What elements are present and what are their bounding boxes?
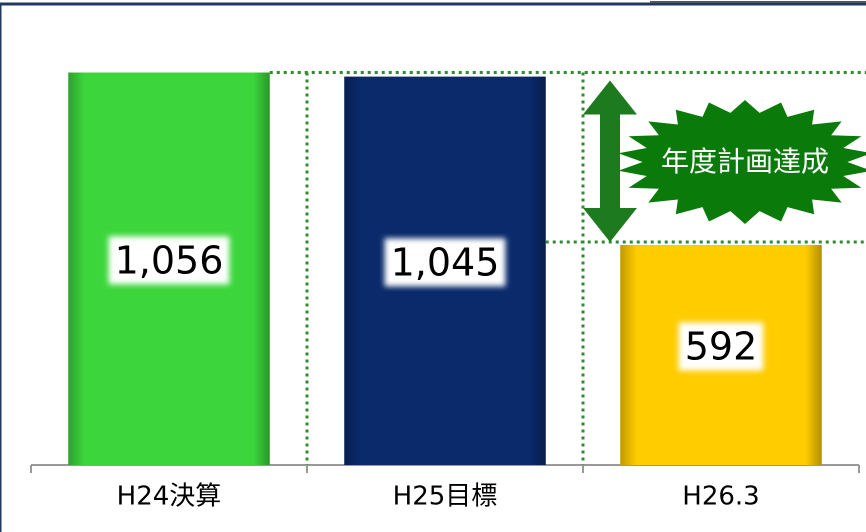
value-label: 1,056 (115, 238, 224, 282)
x-tick-label: H25目標 (393, 482, 498, 512)
value-label: 592 (685, 324, 758, 368)
value-label-bg (678, 322, 764, 371)
arrow (583, 80, 637, 242)
value-label: 1,045 (391, 240, 500, 284)
value-label-bg (384, 238, 506, 287)
annotation: 年度計画達成 (661, 145, 829, 178)
x-tick-label: H24決算 (117, 482, 222, 512)
value-label-bg (108, 236, 230, 285)
x-tick-label: H26.3 (682, 482, 759, 512)
badge (618, 100, 866, 224)
